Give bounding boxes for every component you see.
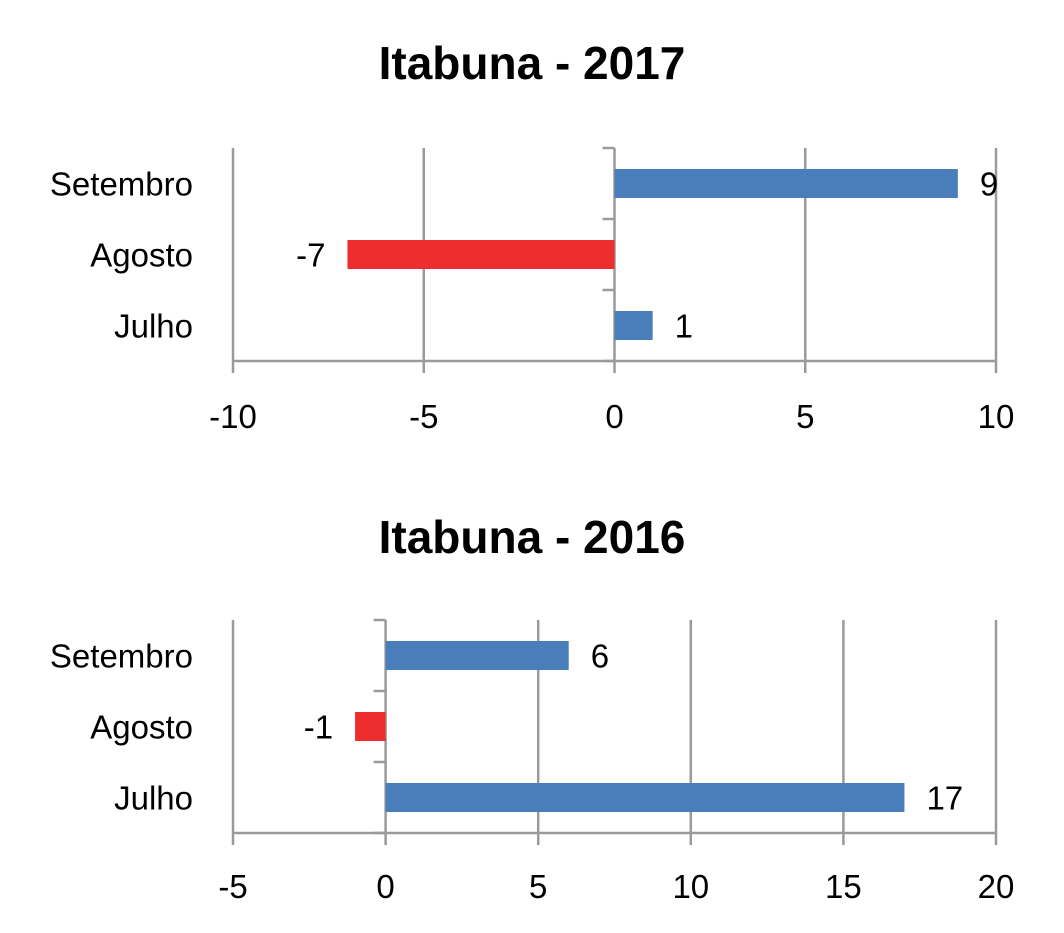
x-tick-label: 20 xyxy=(978,868,1015,905)
x-tick-label: -5 xyxy=(218,868,247,905)
bar xyxy=(347,240,615,269)
data-label: 9 xyxy=(980,166,998,203)
category-label: Julho xyxy=(114,308,193,345)
x-tick-label: 10 xyxy=(672,868,709,905)
x-tick-label: -5 xyxy=(409,398,438,435)
x-tick-label: 10 xyxy=(978,398,1015,435)
x-tick-label: 0 xyxy=(605,398,623,435)
chart-2017: Itabuna - 2017 -10 -5 0 5 10 Setembro 9 Agosto -… xyxy=(0,0,1064,460)
data-label: -7 xyxy=(296,237,325,274)
x-tick-label: 5 xyxy=(796,398,814,435)
data-label: -1 xyxy=(304,709,333,746)
category-label: Setembro xyxy=(50,166,193,203)
bar xyxy=(385,783,905,812)
chart-2016: Itabuna - 2016 -5 0 5 10 15 20 Setembro 6 Agosto… xyxy=(0,470,1064,933)
x-tick-label: 5 xyxy=(529,868,547,905)
data-label: 6 xyxy=(591,638,609,675)
bar xyxy=(614,311,653,340)
category-label: Agosto xyxy=(90,709,193,746)
category-label: Setembro xyxy=(50,638,193,675)
chart-2016-plot: -5 0 5 10 15 20 Setembro 6 Agosto -1 Julho 17 xyxy=(50,618,1015,905)
chart-title: Itabuna - 2016 xyxy=(378,511,686,563)
chart-title: Itabuna - 2017 xyxy=(378,37,686,89)
x-tick-label: -10 xyxy=(209,398,257,435)
data-label: 1 xyxy=(675,308,693,345)
data-label: 17 xyxy=(926,780,963,817)
x-tick-label: 15 xyxy=(825,868,862,905)
chart-2017-plot: -10 -5 0 5 10 Setembro 9 Agosto -7 Julho 1 xyxy=(50,146,1015,435)
category-label: Agosto xyxy=(90,237,193,274)
bar xyxy=(385,641,569,670)
bar xyxy=(614,169,958,198)
bar xyxy=(355,712,386,741)
category-label: Julho xyxy=(114,780,193,817)
x-tick-label: 0 xyxy=(376,868,394,905)
